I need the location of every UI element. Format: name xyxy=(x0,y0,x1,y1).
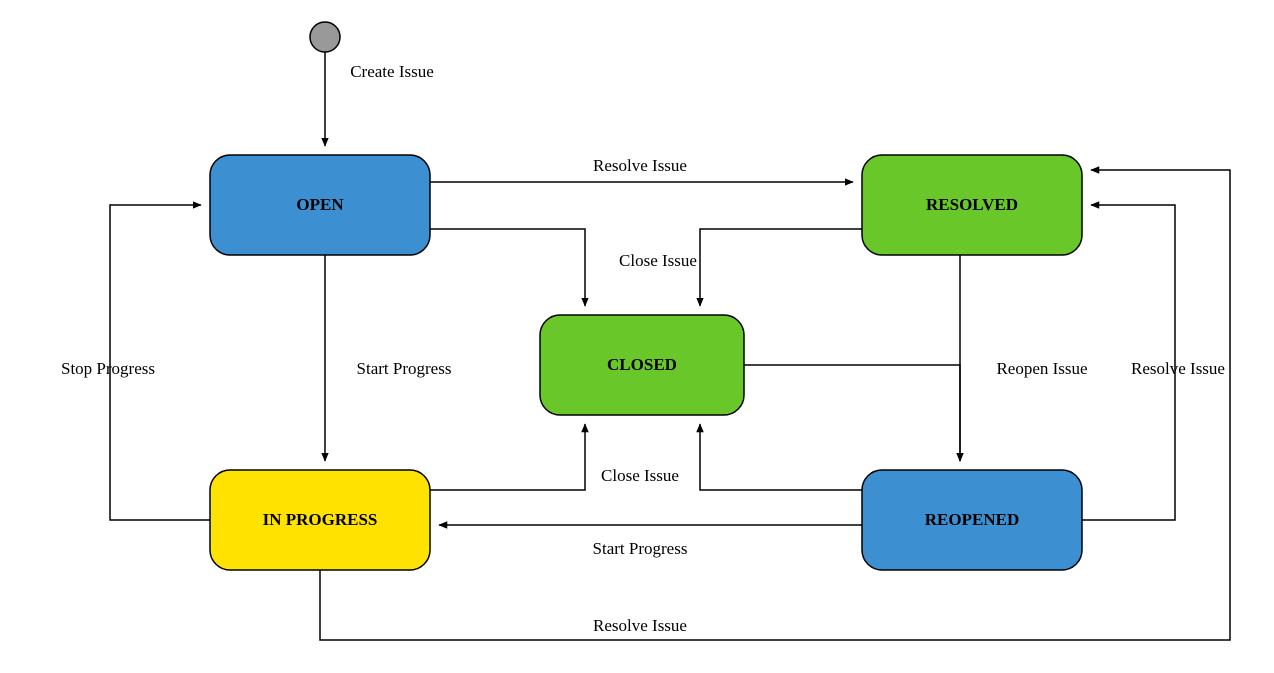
edge-label-resolve_from_reopened: Resolve Issue xyxy=(1131,359,1225,378)
edge-label-stop_progress: Stop Progress xyxy=(61,359,155,378)
node-label-resolved: RESOLVED xyxy=(926,195,1018,214)
edge-label-start_from_reopened: Start Progress xyxy=(593,539,688,558)
edge-label-resolve_from_open: Resolve Issue xyxy=(593,156,687,175)
node-label-in_progress: IN PROGRESS xyxy=(263,510,378,529)
node-label-reopened: REOPENED xyxy=(925,510,1019,529)
edge-label-close_from_progress: Close Issue xyxy=(601,466,679,485)
edge-label-resolve_from_progress: Resolve Issue xyxy=(593,616,687,635)
node-label-closed: CLOSED xyxy=(607,355,677,374)
node-label-open: OPEN xyxy=(296,195,344,214)
issue-workflow-diagram: OPEN RESOLVED CLOSED IN PROGRESS REOPENED Cr… xyxy=(0,0,1274,673)
edge-label-close_from_open: Close Issue xyxy=(619,251,697,270)
edge-label-reopen_from_closed: Reopen Issue xyxy=(996,359,1087,378)
edge-label-start_from_open: Start Progress xyxy=(357,359,452,378)
edge-label-create_issue: Create Issue xyxy=(350,62,434,81)
start-marker xyxy=(310,22,340,52)
